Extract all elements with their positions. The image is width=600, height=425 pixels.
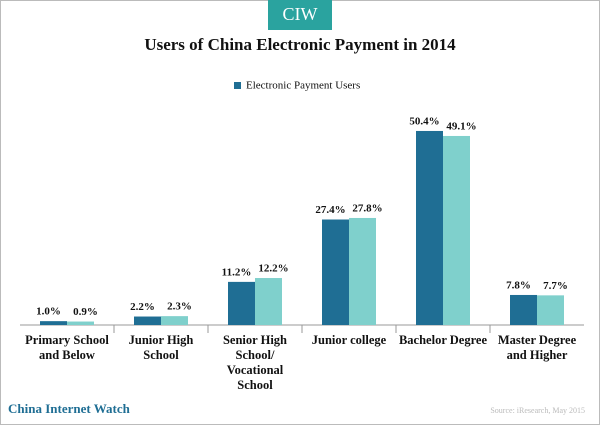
- bar: [416, 130, 443, 325]
- source: Source: iResearch, May 2015: [490, 406, 585, 415]
- brand: CIW: [283, 4, 318, 24]
- value-label: 11.2%: [222, 266, 252, 278]
- bar: [537, 295, 564, 325]
- legend-swatch: [234, 82, 241, 89]
- brand-box: [268, 0, 332, 30]
- x-tick-label: Master Degree and Higher: [497, 333, 577, 362]
- value-label: 7.7%: [543, 280, 568, 292]
- x-tick-label: Primary School and Below: [25, 333, 109, 362]
- value-label: 12.2%: [258, 263, 288, 275]
- legend-label: Electronic Payment Users: [246, 80, 360, 92]
- value-label: 50.4%: [409, 115, 439, 127]
- bar: [443, 135, 470, 325]
- bar: [134, 316, 161, 325]
- bar: [322, 219, 349, 325]
- x-tick-label: Senior High School/ Vocational School: [222, 333, 288, 392]
- value-label: 27.8%: [352, 203, 382, 215]
- value-label: 49.1%: [446, 120, 476, 132]
- value-label: 0.9%: [73, 306, 98, 318]
- bar: [67, 321, 94, 325]
- bar: [228, 281, 255, 325]
- bar: [255, 278, 282, 325]
- bar: [349, 217, 376, 325]
- x-tick-label: Bachelor Degree: [398, 333, 488, 347]
- value-label: 2.3%: [167, 301, 192, 313]
- value-label: 7.8%: [506, 280, 531, 292]
- value-label: 2.2%: [130, 301, 155, 313]
- chart-title: Users of China Electronic Payment in 201…: [144, 35, 456, 54]
- x-tick-label: Junior High School: [128, 333, 194, 362]
- bar: [510, 294, 537, 325]
- value-label: 27.4%: [315, 204, 345, 216]
- footer: China Internet Watch: [8, 401, 131, 416]
- bar: [161, 316, 188, 325]
- x-tick-label: Junior college: [311, 333, 387, 347]
- bar: [40, 321, 67, 325]
- value-label: 1.0%: [36, 306, 61, 318]
